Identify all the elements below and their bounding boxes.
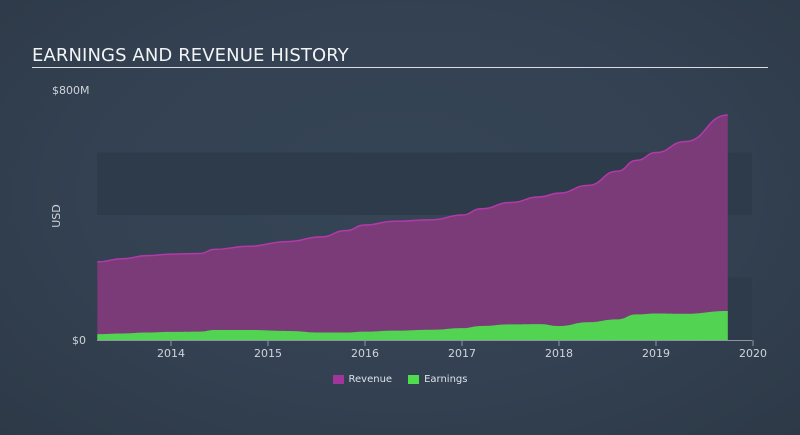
y-tick-max: $800M bbox=[52, 84, 90, 97]
chart-title: EARNINGS AND REVENUE HISTORY bbox=[32, 45, 349, 66]
revenue-area bbox=[97, 115, 728, 340]
title-divider bbox=[32, 67, 768, 68]
x-tick-label: 2017 bbox=[448, 347, 476, 360]
legend: Revenue Earnings bbox=[0, 374, 800, 385]
x-tick-label: 2020 bbox=[739, 347, 767, 360]
revenue-swatch-icon bbox=[332, 375, 344, 384]
x-axis-ticks: 2014 2015 2016 2017 2018 2019 2020 bbox=[157, 340, 767, 360]
legend-item-earnings[interactable]: Earnings bbox=[408, 374, 467, 385]
legend-label-earnings: Earnings bbox=[424, 374, 468, 385]
y-axis-label: USD bbox=[50, 204, 63, 228]
x-tick-label: 2014 bbox=[157, 347, 185, 360]
x-tick-label: 2019 bbox=[642, 347, 670, 360]
earnings-swatch-icon bbox=[408, 375, 420, 384]
earnings-area bbox=[97, 310, 728, 340]
x-tick-label: 2016 bbox=[351, 347, 379, 360]
x-tick-label: 2015 bbox=[254, 347, 282, 360]
legend-label-revenue: Revenue bbox=[348, 374, 393, 385]
x-tick-label: 2018 bbox=[545, 347, 573, 360]
legend-item-revenue[interactable]: Revenue bbox=[332, 374, 393, 385]
y-tick-zero: $0 bbox=[72, 334, 86, 347]
revenue-line bbox=[97, 114, 728, 263]
